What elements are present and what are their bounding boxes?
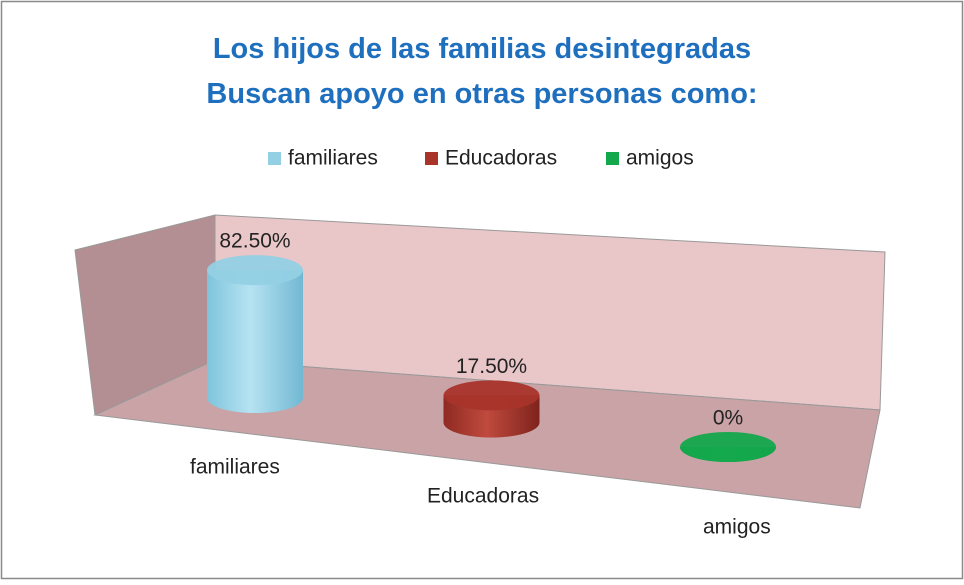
cylinder-body — [207, 270, 303, 413]
cylinder-top — [207, 255, 303, 286]
legend-label: amigos — [626, 147, 694, 170]
legend-swatch — [268, 152, 281, 165]
legend-swatch — [425, 152, 438, 165]
data-label: 17.50% — [456, 355, 527, 378]
legend-label: Educadoras — [445, 147, 557, 170]
cylinder-top — [680, 432, 776, 462]
data-label: 82.50% — [219, 230, 290, 253]
data-label: 0% — [713, 407, 743, 430]
chart-title: Los hijos de las familias desintegradas B… — [206, 33, 757, 110]
x-tick-label: familiares — [190, 456, 280, 479]
legend-swatch — [606, 152, 619, 165]
x-tick-label: Educadoras — [427, 485, 539, 508]
x-tick-label: amigos — [703, 516, 771, 539]
cylinder-top — [443, 380, 540, 411]
legend-label: familiares — [288, 147, 378, 170]
